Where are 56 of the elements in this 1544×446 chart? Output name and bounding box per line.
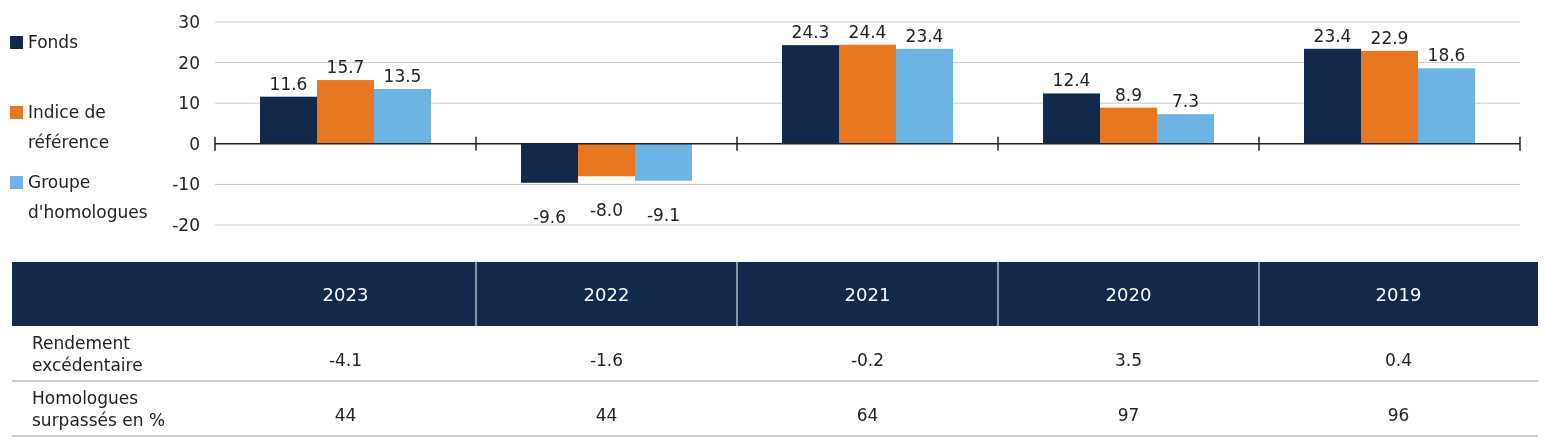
text: 64	[856, 404, 879, 425]
text: Rendement excédentaire	[32, 332, 143, 375]
data-label: 24.3	[791, 22, 830, 43]
data-label: -8.0	[589, 200, 624, 221]
x-tick-label: 2022	[583, 284, 630, 305]
data-label: -9.1	[646, 204, 681, 225]
text: 97	[1117, 404, 1140, 425]
bar	[1418, 68, 1475, 144]
text: Homologues surpassés en %	[32, 387, 166, 430]
y-tick-label: -20	[172, 215, 200, 235]
text: 44	[595, 404, 618, 425]
bar	[1100, 107, 1157, 144]
data-label: 23.4	[905, 25, 944, 46]
text: -0.2	[850, 349, 885, 370]
bar	[1304, 48, 1361, 144]
y-tick-label: 20	[178, 52, 200, 73]
y-tick-label: 0	[189, 133, 200, 154]
bar	[782, 45, 839, 144]
text: 44	[334, 404, 357, 425]
data-label: 12.4	[1052, 70, 1091, 91]
y-tick-label: 10	[178, 93, 200, 114]
x-tick-label: 2023	[322, 284, 369, 305]
bar	[1361, 50, 1418, 144]
bar	[1157, 114, 1214, 144]
text: 96	[1387, 404, 1410, 425]
data-label: 8.9	[1114, 84, 1143, 105]
x-tick-label: 2019	[1375, 284, 1422, 305]
data-label: 24.4	[848, 21, 887, 42]
data-label: 22.9	[1370, 27, 1409, 48]
legend-label: Groupe d'homologues	[28, 172, 148, 222]
bar	[317, 80, 374, 144]
bar	[839, 44, 896, 144]
bar	[374, 88, 431, 144]
legend-label: Fonds	[28, 32, 79, 52]
y-tick-label: 30	[178, 12, 200, 32]
data-label: 15.7	[326, 57, 365, 78]
bar	[635, 143, 692, 181]
bar	[578, 143, 635, 177]
data-label: 11.6	[269, 73, 308, 94]
x-tick-label: 2020	[1105, 284, 1152, 305]
bar	[521, 143, 578, 183]
y-tick-label: -10	[172, 174, 200, 195]
text: -1.6	[589, 349, 624, 370]
data-label: -9.6	[532, 206, 567, 227]
x-tick-label: 2021	[844, 284, 891, 305]
data-label: 7.3	[1171, 91, 1200, 112]
text: 0.4	[1384, 349, 1413, 370]
legend-label: Indice de référence	[28, 102, 110, 152]
bar	[896, 48, 953, 144]
bar	[260, 96, 317, 144]
text: -4.1	[328, 349, 363, 370]
data-label: 13.5	[383, 65, 422, 86]
bar	[1043, 93, 1100, 144]
data-label: 18.6	[1427, 45, 1466, 66]
text: 3.5	[1114, 349, 1143, 370]
data-label: 23.4	[1313, 25, 1352, 46]
